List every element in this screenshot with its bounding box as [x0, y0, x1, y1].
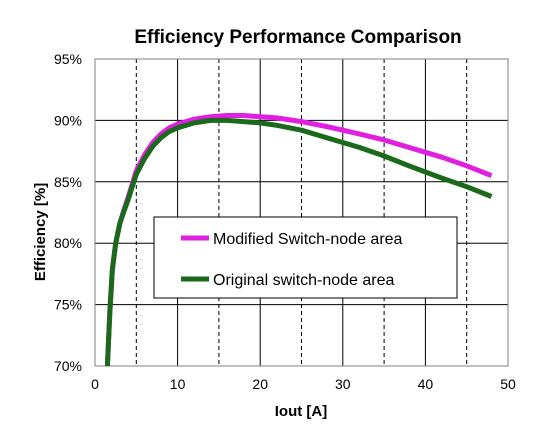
- x-tick-label: 40: [418, 376, 434, 392]
- series-line-original: [104, 117, 493, 367]
- legend: Modified Switch-node area Original switc…: [153, 216, 458, 299]
- x-tick-label: 50: [500, 376, 516, 392]
- legend-label-original: Original switch-node area: [213, 272, 395, 289]
- y-tick-label: 95%: [54, 51, 82, 67]
- series-layer: [104, 113, 493, 367]
- y-tick-label: 80%: [54, 235, 82, 251]
- x-axis-title: Iout [A]: [275, 403, 327, 420]
- y-axis-ticks: 70% 75% 80% 85% 90% 95%: [54, 51, 82, 374]
- y-tick-label: 75%: [54, 297, 82, 313]
- y-axis-title: Efficiency [%]: [32, 183, 49, 281]
- y-tick-label: 90%: [54, 112, 82, 128]
- legend-box: [153, 216, 458, 299]
- plot-area-border: [94, 58, 509, 367]
- x-tick-label: 30: [335, 376, 351, 392]
- x-tick-label: 20: [252, 376, 268, 392]
- y-tick-label: 85%: [54, 174, 82, 190]
- y-tick-label: 70%: [54, 358, 82, 374]
- x-tick-label: 0: [91, 376, 99, 392]
- chart-title: Efficiency Performance Comparison: [134, 27, 461, 48]
- x-axis-ticks: 0 10 20 30 40 50: [91, 376, 516, 392]
- x-tick-label: 10: [170, 376, 186, 392]
- plot-grid: [95, 59, 508, 366]
- legend-label-modified: Modified Switch-node area: [213, 231, 403, 248]
